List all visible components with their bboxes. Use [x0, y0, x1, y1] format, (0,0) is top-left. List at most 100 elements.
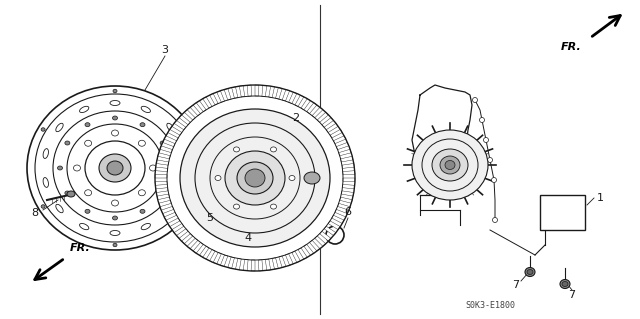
Polygon shape — [160, 146, 172, 153]
Ellipse shape — [67, 191, 75, 197]
Polygon shape — [319, 231, 331, 241]
Polygon shape — [210, 93, 218, 105]
Polygon shape — [247, 85, 252, 96]
Text: 2: 2 — [292, 113, 300, 123]
Ellipse shape — [113, 89, 117, 93]
Polygon shape — [328, 221, 340, 230]
Polygon shape — [282, 90, 290, 101]
Ellipse shape — [182, 178, 187, 187]
Ellipse shape — [27, 86, 203, 250]
Ellipse shape — [99, 154, 131, 182]
Ellipse shape — [237, 162, 273, 194]
Polygon shape — [213, 252, 221, 264]
Polygon shape — [343, 178, 355, 182]
Ellipse shape — [79, 223, 89, 230]
Ellipse shape — [107, 161, 123, 175]
Ellipse shape — [150, 165, 157, 171]
Ellipse shape — [412, 130, 488, 200]
Polygon shape — [259, 260, 263, 271]
Ellipse shape — [141, 106, 150, 113]
Polygon shape — [340, 156, 353, 162]
Ellipse shape — [432, 149, 468, 181]
Polygon shape — [236, 258, 241, 270]
Ellipse shape — [440, 156, 460, 174]
Ellipse shape — [113, 116, 118, 120]
Ellipse shape — [113, 216, 118, 220]
Ellipse shape — [65, 141, 70, 145]
Text: 5: 5 — [207, 213, 214, 223]
Ellipse shape — [84, 140, 92, 146]
Ellipse shape — [41, 128, 45, 131]
Ellipse shape — [225, 180, 228, 184]
Text: 7: 7 — [568, 290, 575, 300]
Ellipse shape — [560, 279, 570, 288]
Polygon shape — [243, 259, 248, 271]
Ellipse shape — [43, 149, 49, 159]
Ellipse shape — [85, 209, 90, 213]
Ellipse shape — [155, 85, 355, 271]
Ellipse shape — [58, 166, 63, 170]
Polygon shape — [159, 200, 172, 207]
Ellipse shape — [111, 130, 118, 136]
Polygon shape — [163, 139, 175, 147]
Ellipse shape — [56, 123, 63, 132]
Polygon shape — [262, 85, 267, 97]
Ellipse shape — [271, 204, 276, 209]
Polygon shape — [161, 206, 173, 214]
Bar — [540, 195, 585, 230]
Polygon shape — [341, 191, 354, 196]
Ellipse shape — [248, 229, 258, 237]
Polygon shape — [182, 234, 193, 244]
Ellipse shape — [245, 169, 265, 187]
Polygon shape — [269, 86, 275, 98]
Polygon shape — [322, 118, 333, 127]
Polygon shape — [276, 88, 282, 99]
Ellipse shape — [43, 178, 49, 187]
Polygon shape — [168, 218, 180, 226]
Polygon shape — [333, 136, 346, 144]
Polygon shape — [339, 149, 351, 156]
Ellipse shape — [289, 175, 295, 181]
Polygon shape — [292, 251, 300, 263]
Ellipse shape — [110, 100, 120, 106]
Polygon shape — [301, 99, 310, 110]
Polygon shape — [251, 260, 255, 271]
Ellipse shape — [79, 106, 89, 113]
Polygon shape — [193, 242, 204, 253]
Polygon shape — [170, 126, 182, 135]
Polygon shape — [295, 95, 304, 107]
Ellipse shape — [180, 109, 330, 247]
Ellipse shape — [141, 223, 150, 230]
Ellipse shape — [167, 204, 174, 213]
Ellipse shape — [56, 204, 63, 213]
Ellipse shape — [182, 149, 187, 159]
Text: 7: 7 — [513, 280, 520, 290]
Ellipse shape — [168, 166, 173, 170]
Polygon shape — [224, 88, 231, 100]
Polygon shape — [217, 91, 225, 102]
Ellipse shape — [488, 158, 493, 162]
Polygon shape — [298, 248, 307, 259]
Ellipse shape — [160, 141, 165, 145]
Polygon shape — [164, 212, 177, 220]
Polygon shape — [332, 215, 344, 223]
Polygon shape — [196, 101, 206, 112]
Text: S0K3-E1800: S0K3-E1800 — [465, 300, 515, 309]
Polygon shape — [228, 257, 234, 268]
Polygon shape — [203, 97, 212, 108]
Polygon shape — [335, 209, 348, 217]
Ellipse shape — [207, 180, 211, 184]
Ellipse shape — [110, 231, 120, 235]
Polygon shape — [343, 171, 355, 175]
Polygon shape — [342, 163, 355, 168]
Polygon shape — [315, 236, 326, 246]
Ellipse shape — [250, 231, 256, 235]
Polygon shape — [312, 107, 323, 118]
Polygon shape — [310, 240, 320, 251]
Polygon shape — [239, 85, 244, 97]
Polygon shape — [156, 160, 169, 165]
Polygon shape — [324, 226, 336, 235]
Polygon shape — [340, 197, 352, 203]
Text: FR.: FR. — [70, 243, 91, 253]
Polygon shape — [187, 238, 198, 249]
